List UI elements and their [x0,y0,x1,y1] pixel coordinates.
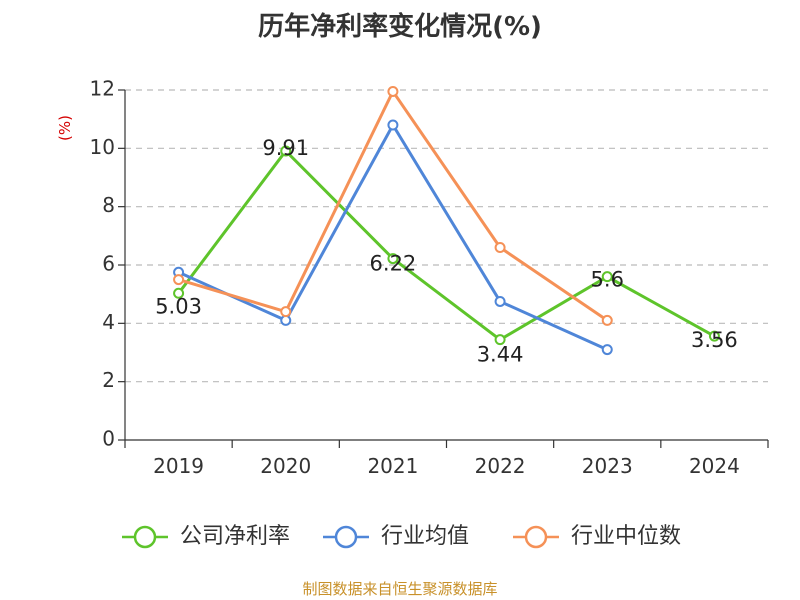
data-point-s0-2023 [601,271,613,283]
source-note: 制图数据来自恒生聚源数据库 [302,580,498,598]
legend-marker-2 [524,525,548,549]
data-label-2019: 5.03 [155,294,202,318]
series-line-0 [177,149,716,342]
y-axis-label: (%) [56,115,74,141]
data-point-s2-2020 [280,306,292,318]
data-label-2023: 5.6 [591,268,624,292]
data-point-s1-2023 [601,344,613,356]
data-point-s0-2024 [708,330,720,342]
data-point-s0-2022 [494,334,506,346]
data-label-2021: 6.22 [370,252,417,276]
y-tick-label: 4 [102,310,115,334]
y-tick-label: 10 [90,135,115,159]
y-tick-label: 2 [102,368,115,392]
series-points [173,85,720,356]
y-tick-label: 0 [102,427,115,451]
x-tick-label-2021: 2021 [367,454,418,478]
data-label-2024: 3.56 [691,328,738,352]
y-tick-label: 8 [102,193,115,217]
data-labels: 5.03 9.91 6.22 3.44 5.6 3.56 [155,136,738,367]
legend-label-1: 行业均值 [381,524,469,549]
y-tick-label: 6 [102,252,115,276]
x-tick-label-2019: 2019 [153,454,204,478]
grid-lines [125,89,768,383]
data-label-2020: 9.91 [262,136,309,160]
legend-marker-0 [133,525,157,549]
data-point-s2-2021 [387,85,399,97]
data-point-s1-2021 [387,119,399,131]
data-point-s1-2020 [280,314,292,326]
y-tick-label: 12 [90,77,115,101]
x-tick-label-2024: 2024 [689,454,740,478]
data-point-s2-2022 [494,242,506,253]
legend: 公司净利率 行业均值 行业中位数 [122,524,681,549]
x-tick-label-2022: 2022 [475,454,526,478]
x-tick-label-2023: 2023 [582,454,633,478]
data-point-s0-2019 [173,287,185,299]
data-point-s1-2022 [494,295,506,307]
data-point-s0-2021 [387,253,399,265]
legend-label-2: 行业中位数 [571,524,681,549]
axes: 0 2 4 6 8 10 12 2019 2020 2021 2022 2023 2024 (%) [56,77,769,478]
chart-title: 历年净利率变化情况(%) [258,12,542,42]
x-tick-label-2020: 2020 [260,454,311,478]
data-label-2022: 3.44 [477,343,524,367]
data-point-s2-2019 [173,274,185,286]
legend-label-0: 公司净利率 [180,524,290,549]
data-point-s2-2023 [601,314,613,326]
legend-marker-1 [334,525,358,549]
data-point-s0-2020 [280,145,292,157]
series-lines [177,89,716,351]
